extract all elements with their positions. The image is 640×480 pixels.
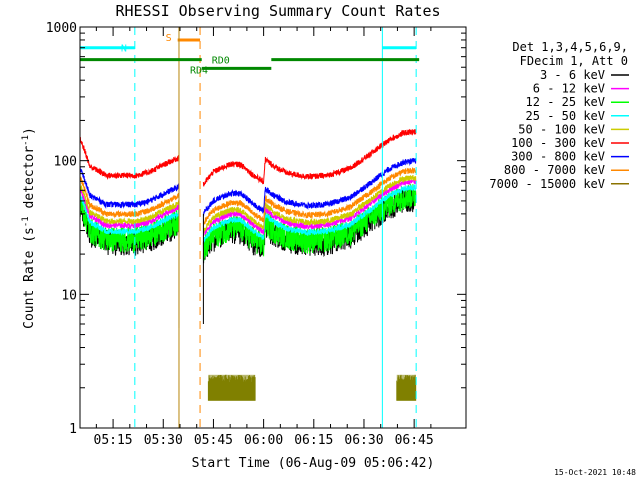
series-spike-band <box>208 374 256 401</box>
footer-date: 15-Oct-2021 10:48 <box>554 468 636 477</box>
series-line <box>202 183 417 243</box>
series-line <box>202 157 417 217</box>
x-tick-label: 05:15 <box>94 433 133 448</box>
legend-header: FDecim 1, Att 0 <box>520 54 628 68</box>
legend-header: Det 1,3,4,5,6,9, <box>512 40 628 54</box>
series-line <box>202 128 417 187</box>
saa-label: S <box>166 33 172 44</box>
series-line <box>79 166 180 210</box>
x-axis: 05:15 05:30 05:45 06:00 06:15 06:30 06:45 <box>94 27 434 448</box>
series-line <box>79 175 180 219</box>
x-tick-label: 05:45 <box>194 433 233 448</box>
x-tick-label: 05:30 <box>144 433 183 448</box>
y-axis-label-sup: -1 <box>21 135 31 146</box>
x-tick-label: 06:45 <box>395 433 434 448</box>
legend: Det 1,3,4,5,6,9,FDecim 1, Att 03 - 6 keV… <box>489 40 629 191</box>
y-tick-label: 10 <box>61 288 77 303</box>
night-label: N <box>121 44 127 55</box>
legend-entry-label: 25 - 50 keV <box>526 109 605 123</box>
y-tick-label: 100 <box>54 155 77 170</box>
rd-label: RD0 <box>212 55 230 66</box>
series-line <box>79 195 180 236</box>
x-axis-label: Start Time (06-Aug-09 05:06:42) <box>192 456 435 471</box>
series-line <box>79 182 180 226</box>
y-axis-label-part: detector <box>22 146 37 217</box>
x-tick-label: 06:30 <box>344 433 383 448</box>
legend-entry-label: 100 - 300 keV <box>511 136 605 150</box>
y-tick-label: 1000 <box>46 21 77 36</box>
series-line <box>202 167 417 225</box>
y-axis-label: Count Rate (s-1 detector-1) <box>21 127 37 329</box>
rd-label: RD4 <box>190 66 208 77</box>
y-axis-label-sup: -1 <box>21 216 31 227</box>
legend-entry-label: 3 - 6 keV <box>540 68 605 82</box>
series-line <box>202 174 417 234</box>
plot-frame <box>79 26 467 429</box>
x-tick-label: 06:15 <box>294 433 333 448</box>
y-axis-label-part: Count Rate (s <box>22 227 37 329</box>
legend-entry-label: 50 - 100 keV <box>518 122 605 136</box>
plot-area <box>79 128 417 401</box>
legend-entry-label: 800 - 7000 keV <box>504 163 605 177</box>
legend-entry-label: 7000 - 15000 keV <box>489 177 605 191</box>
series-spike-band <box>396 374 416 401</box>
legend-entry-label: 300 - 800 keV <box>511 150 605 164</box>
legend-entry-label: 12 - 25 keV <box>526 95 605 109</box>
x-tick-label: 06:00 <box>244 433 283 448</box>
series-line <box>202 183 417 261</box>
series-line <box>79 136 180 180</box>
y-axis-label-part: ) <box>22 127 37 135</box>
chart-title: RHESSI Observing Summary Count Rates <box>115 2 440 20</box>
y-tick-label: 1 <box>69 422 77 437</box>
y-axis: 1 10 100 1000 <box>46 21 466 437</box>
legend-entry-label: 6 - 12 keV <box>533 82 605 96</box>
